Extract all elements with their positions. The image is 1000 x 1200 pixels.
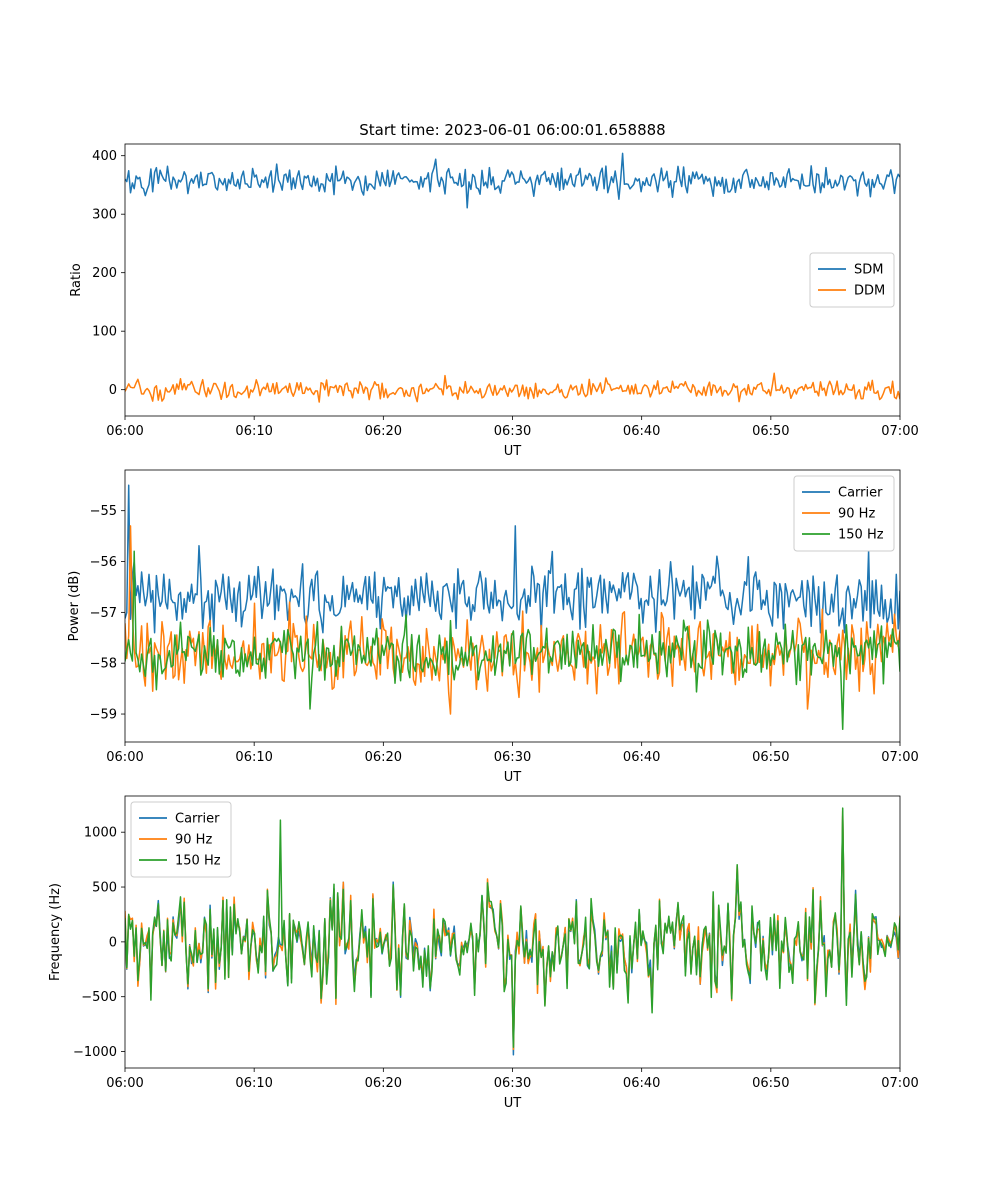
x-tick-label: 06:30 — [494, 424, 531, 439]
x-tick-label: 06:20 — [365, 1076, 402, 1091]
legend-box — [130, 801, 232, 878]
y-tick-label: −56 — [90, 555, 117, 570]
y-tick-label: −57 — [90, 606, 117, 621]
x-tick-label: 07:00 — [881, 1076, 918, 1091]
legend-label-150-hz: 150 Hz — [838, 528, 884, 543]
x-tick-label: 06:50 — [752, 1076, 789, 1091]
chart-panel-1: 06:00 06:10 06:20 06:30 06:40 06:50 07:00 400 30… — [69, 143, 919, 459]
x-axis-label: UT — [504, 770, 522, 785]
legend: SDM DDM — [809, 252, 895, 308]
y-axis-label: Power (dB) — [67, 571, 82, 642]
legend-label-ddm: DDM — [854, 284, 885, 299]
x-tick-label: 06:40 — [623, 1076, 660, 1091]
x-tick-label: 06:00 — [106, 1076, 143, 1091]
x-tick-label: 06:20 — [365, 424, 402, 439]
axes-frame — [124, 143, 901, 417]
y-tick-label: 300 — [92, 208, 117, 223]
y-tick-label: 500 — [92, 881, 117, 896]
legend: Carrier 90 Hz 150 Hz — [130, 801, 232, 878]
series-line-90-hz — [125, 525, 900, 715]
y-axis-label: Frequency (Hz) — [48, 883, 63, 981]
y-tick-label: −58 — [90, 657, 117, 672]
x-tick-label: 06:00 — [106, 424, 143, 439]
y-tick-label: 400 — [92, 149, 117, 164]
series-line-150-hz — [125, 807, 900, 1048]
series-line-sdm — [125, 152, 900, 209]
x-tick-label: 06:30 — [494, 1076, 531, 1091]
y-tick-label: −55 — [90, 504, 117, 519]
x-tick-label: 06:50 — [752, 424, 789, 439]
legend-label-sdm: SDM — [854, 263, 883, 278]
x-tick-label: 06:40 — [623, 750, 660, 765]
x-axis-label: UT — [504, 1096, 522, 1111]
x-tick-label: 06:50 — [752, 750, 789, 765]
x-tick-label: 06:20 — [365, 750, 402, 765]
chart-panel-3: 06:00 06:10 06:20 06:30 06:40 06:50 07:00 1000 5… — [48, 795, 919, 1111]
y-axis-label: Ratio — [69, 263, 84, 296]
y-tick-label: 0 — [109, 383, 117, 398]
x-tick-label: 06:30 — [494, 750, 531, 765]
y-tick-label: −1000 — [73, 1045, 117, 1060]
legend: Carrier 90 Hz 150 Hz — [793, 475, 895, 552]
legend-box — [809, 252, 895, 308]
x-tick-label: 06:10 — [235, 424, 272, 439]
x-tick-label: 06:00 — [106, 750, 143, 765]
y-tick-label: −59 — [90, 708, 117, 723]
figure-title: Start time: 2023-06-01 06:00:01.658888 — [359, 121, 665, 139]
x-tick-label: 06:10 — [235, 750, 272, 765]
x-tick-label: 07:00 — [881, 750, 918, 765]
series-line-150-hz — [125, 550, 900, 731]
legend-label-90-hz: 90 Hz — [838, 507, 875, 522]
y-tick-label: 200 — [92, 266, 117, 281]
y-tick-label: 0 — [109, 935, 117, 950]
legend-label-90-hz: 90 Hz — [175, 833, 212, 848]
x-tick-label: 06:10 — [235, 1076, 272, 1091]
y-tick-label: 100 — [92, 325, 117, 340]
legend-label-carrier: Carrier — [838, 486, 883, 501]
x-tick-label: 07:00 — [881, 424, 918, 439]
legend-label-carrier: Carrier — [175, 812, 220, 827]
legend-label-150-hz: 150 Hz — [175, 854, 221, 869]
x-axis-label: UT — [504, 444, 522, 459]
chart-panel-2: 06:00 06:10 06:20 06:30 06:40 06:50 07:00 −55 −5… — [67, 469, 919, 785]
y-tick-label: 1000 — [84, 826, 117, 841]
series-line-ddm — [125, 372, 900, 403]
legend-box — [793, 475, 895, 552]
y-tick-label: −500 — [81, 990, 117, 1005]
x-tick-label: 06:40 — [623, 424, 660, 439]
series-line-carrier — [125, 484, 900, 634]
